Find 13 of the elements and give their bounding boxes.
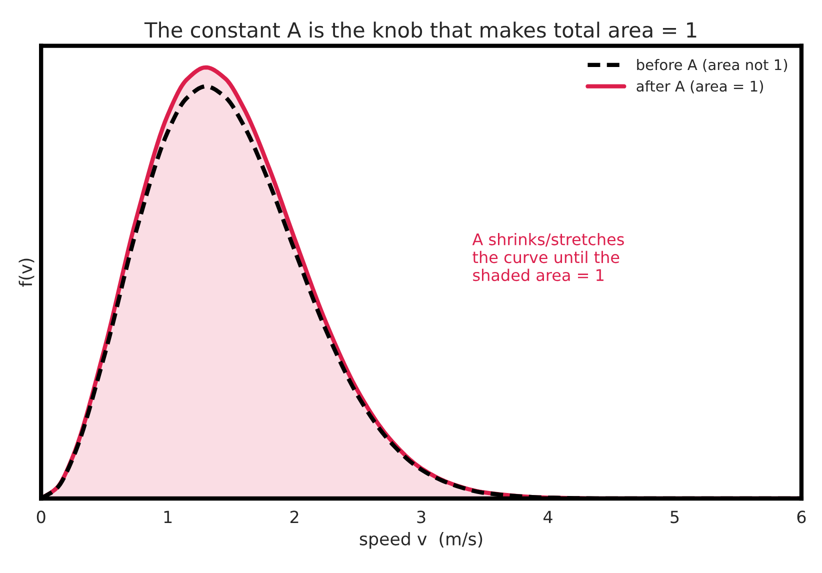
x-tick-label: 4 — [544, 510, 552, 523]
x-tick-label: 2 — [290, 510, 298, 523]
x-axis-title: speed v (m/s) — [360, 532, 482, 549]
x-tick-label: 0 — [36, 510, 46, 524]
legend-label: after A (area = 1) — [636, 80, 763, 94]
x-tick-label: 3 — [417, 510, 426, 524]
annotation: A shrinks/stretches the curve until the shaded area = 1 — [472, 232, 624, 282]
x-tick-label: 1 — [164, 510, 172, 523]
chart-title: The constant A is the knob that makes total area = 1 — [144, 22, 696, 38]
x-tick-label: 5 — [670, 510, 679, 524]
x-tick-label: 6 — [797, 510, 806, 524]
y-axis-title: f(v) — [18, 258, 34, 287]
legend-label: before A (area not 1) — [637, 58, 788, 72]
